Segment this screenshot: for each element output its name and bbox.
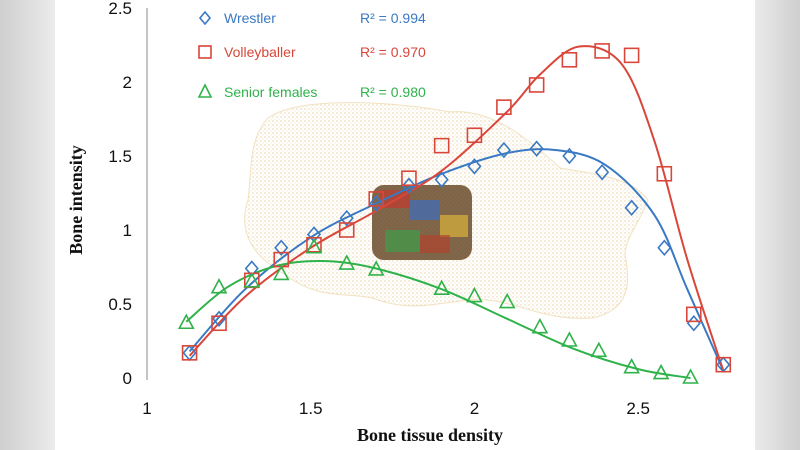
- senior-females-data-point: [623, 357, 640, 374]
- x-tick-label: 1.5: [299, 399, 323, 418]
- wrestler-r2-label: R² = 0.994: [360, 10, 426, 26]
- volleyballer-trend-line: [188, 45, 725, 371]
- wrestler-legend-marker: [198, 10, 212, 26]
- senior-females-data-point: [433, 279, 451, 296]
- bone-background-illustration: [244, 102, 649, 319]
- senior-females-data-point: [177, 313, 195, 330]
- data-markers: [177, 43, 732, 384]
- volleyballer-data-point: [561, 51, 578, 68]
- volleyballer-data-point: [496, 99, 512, 115]
- volleyballer-data-point: [181, 345, 198, 361]
- y-tick-labels: 0 0.5 1 1.5 2 2.5: [108, 0, 132, 388]
- volleyballer-data-point: [686, 306, 702, 323]
- wrestler-data-point: [686, 315, 701, 332]
- senior-females-data-point: [682, 368, 699, 384]
- x-axis-title: Bone tissue density: [357, 425, 503, 445]
- senior-females-legend-label: Senior females: [224, 84, 317, 100]
- wrestler-data-point: [529, 140, 544, 157]
- legend: Wrestler R² = 0.994 Volleyballer R² = 0.970…: [197, 10, 426, 100]
- wrestler-data-point: [595, 164, 610, 181]
- senior-females-data-point: [367, 260, 385, 276]
- volleyballer-data-point: [656, 165, 673, 182]
- volleyballer-data-point: [368, 191, 385, 207]
- volleyballer-data-point: [466, 127, 483, 144]
- volleyballer-data-point: [715, 356, 732, 373]
- senior-females-r2-label: R² = 0.980: [360, 84, 426, 100]
- wrestler-data-point: [401, 177, 416, 194]
- senior-females-data-point: [243, 272, 261, 288]
- y-tick-label: 1.5: [108, 147, 132, 166]
- wrestler-data-point: [434, 171, 449, 188]
- volleyballer-data-point: [338, 222, 355, 238]
- volleyballer-data-point: [433, 137, 450, 154]
- y-tick-label: 0.5: [108, 295, 132, 314]
- volleyballer-legend-label: Volleyballer: [224, 44, 296, 60]
- volleyballer-data-point: [306, 237, 322, 253]
- volleyballer-data-point: [528, 77, 545, 93]
- x-tick-label: 1: [142, 399, 151, 418]
- wrestler-data-point: [274, 239, 289, 256]
- wrestler-data-point: [562, 147, 577, 165]
- senior-females-data-point: [561, 331, 578, 347]
- senior-females-data-point: [272, 264, 290, 281]
- y-tick-label: 2.5: [108, 0, 132, 18]
- senior-females-data-point: [590, 341, 608, 358]
- volleyballer-data-point: [594, 43, 610, 59]
- wrestler-data-point: [467, 158, 482, 175]
- senior-females-legend-marker: [197, 83, 213, 98]
- x-tick-label: 2.5: [626, 399, 650, 418]
- senior-females-data-point: [466, 286, 483, 303]
- wrestler-data-point: [624, 199, 639, 217]
- y-tick-label: 2: [123, 73, 132, 92]
- y-axis-title: Bone intensity: [66, 145, 86, 255]
- volleyballer-data-point: [623, 47, 640, 64]
- y-tick-label: 0: [123, 369, 132, 388]
- senior-females-data-point: [338, 254, 356, 270]
- colored-bone-region: [372, 185, 472, 260]
- senior-females-data-point: [305, 238, 323, 254]
- wrestler-data-point: [369, 195, 384, 212]
- y-tick-label: 1: [123, 221, 132, 240]
- volleyballer-r2-label: R² = 0.970: [360, 44, 426, 60]
- x-tick-label: 2: [470, 399, 479, 418]
- senior-females-data-point: [210, 278, 228, 294]
- wrestler-data-point: [339, 209, 354, 227]
- senior-females-data-point: [652, 363, 670, 380]
- volleyballer-data-point: [401, 170, 417, 186]
- senior-females-trend-line: [185, 259, 691, 379]
- wrestler-data-point: [496, 141, 511, 159]
- x-tick-labels: 1 1.5 2 2.5: [142, 399, 650, 418]
- volleyballer-legend-marker: [198, 45, 212, 59]
- wrestler-data-point: [657, 239, 672, 256]
- volleyballer-data-point: [211, 315, 227, 332]
- wrestler-legend-label: Wrestler: [224, 10, 276, 26]
- senior-females-data-point: [498, 292, 516, 309]
- senior-females-data-point: [531, 317, 549, 334]
